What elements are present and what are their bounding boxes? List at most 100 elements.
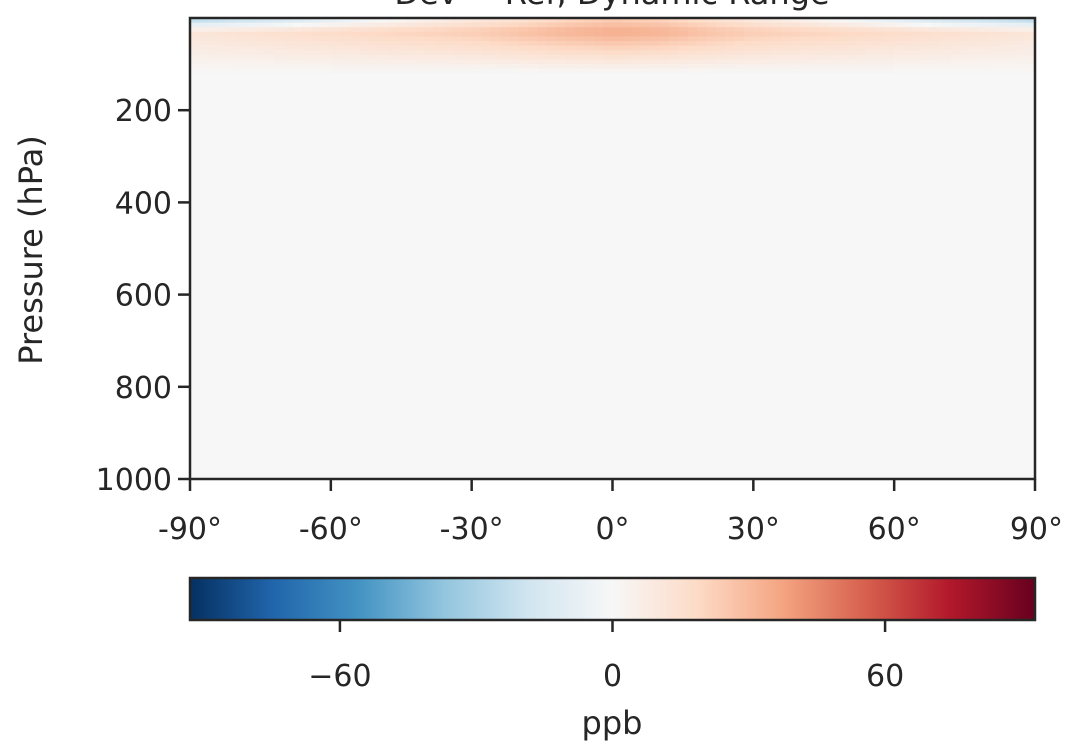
heatmap-cell	[208, 45, 219, 51]
heatmap-cell	[894, 248, 905, 254]
heatmap-cell	[312, 41, 323, 47]
heatmap-cell	[725, 262, 736, 268]
heatmap-cell	[734, 82, 745, 88]
heatmap-cell	[1006, 87, 1017, 93]
heatmap-cell	[819, 230, 830, 236]
heatmap-cell	[518, 59, 529, 65]
heatmap-cell	[912, 257, 923, 263]
heatmap-cell	[866, 119, 876, 125]
heatmap-cell	[490, 257, 501, 263]
heatmap-cell	[349, 211, 360, 217]
heatmap-cell	[415, 50, 426, 56]
heatmap-cell	[734, 207, 745, 213]
heatmap-cell	[574, 114, 585, 121]
heatmap-cell	[518, 225, 529, 231]
heatmap-cell	[1006, 234, 1017, 240]
heatmap-cell	[912, 77, 923, 84]
heatmap-cell	[208, 59, 219, 65]
heatmap-cell	[565, 211, 576, 217]
heatmap-cell	[734, 193, 745, 199]
heatmap-cell	[837, 128, 848, 134]
heatmap-cell	[743, 110, 754, 116]
heatmap-cell	[847, 142, 858, 148]
heatmap-cell	[621, 68, 632, 74]
heatmap-cell	[452, 225, 463, 231]
heatmap-cell	[462, 124, 473, 130]
heatmap-cell	[697, 266, 707, 273]
heatmap-cell	[330, 18, 341, 24]
heatmap-cell	[190, 211, 200, 217]
heatmap-cell	[368, 68, 379, 74]
heatmap-cell	[556, 179, 567, 185]
heatmap-cell	[912, 100, 923, 107]
heatmap-cell	[856, 216, 867, 222]
heatmap-cell	[368, 156, 379, 162]
heatmap-cell	[302, 211, 313, 217]
heatmap-cell	[377, 271, 388, 277]
heatmap-cell	[837, 82, 848, 88]
heatmap-cell	[678, 239, 689, 245]
heatmap-cell	[790, 27, 801, 33]
heatmap-cell	[312, 216, 323, 222]
heatmap-cell	[800, 50, 811, 56]
heatmap-cell	[659, 207, 670, 213]
heatmap-cell	[443, 147, 454, 153]
heatmap-cell	[866, 253, 876, 259]
heatmap-cell	[593, 230, 604, 236]
heatmap-cell	[190, 137, 200, 144]
heatmap-cell	[640, 262, 651, 268]
heatmap-cell	[509, 147, 520, 153]
heatmap-cell	[546, 59, 557, 65]
heatmap-cell	[856, 100, 867, 107]
heatmap-cell	[546, 133, 557, 139]
heatmap-cell	[434, 253, 445, 259]
heatmap-cell	[359, 207, 369, 213]
heatmap-cell	[819, 22, 830, 28]
heatmap-cell	[274, 179, 285, 185]
heatmap-cell	[941, 188, 952, 194]
heatmap-cell	[499, 50, 510, 56]
heatmap-cell	[912, 114, 923, 121]
heatmap-cell	[1016, 100, 1027, 107]
heatmap-cell	[978, 142, 989, 148]
heatmap-cell	[434, 183, 445, 190]
heatmap-cell	[997, 243, 1008, 250]
heatmap-cell	[509, 77, 520, 84]
heatmap-cell	[621, 248, 632, 254]
heatmap-cell	[556, 119, 567, 125]
heatmap-cell	[781, 170, 792, 176]
heatmap-cell	[640, 142, 651, 148]
heatmap-cell	[556, 87, 567, 93]
heatmap-cell	[781, 31, 792, 38]
heatmap-cell	[340, 211, 351, 217]
heatmap-cell	[199, 137, 210, 144]
heatmap-cell	[650, 220, 661, 227]
heatmap-cell	[988, 183, 999, 190]
heatmap-cell	[330, 220, 341, 227]
heatmap-cell	[912, 202, 923, 208]
heatmap-cell	[687, 216, 698, 222]
heatmap-cell	[762, 64, 773, 70]
heatmap-cell	[668, 91, 679, 97]
heatmap-cell	[283, 50, 294, 56]
heatmap-cell	[603, 156, 614, 162]
heatmap-cell	[556, 220, 567, 227]
heatmap-cell	[274, 22, 285, 28]
heatmap-cell	[396, 119, 407, 125]
heatmap-cell	[772, 64, 783, 70]
heatmap-cell	[490, 211, 501, 217]
heatmap-cell	[312, 170, 323, 176]
heatmap-cell	[359, 64, 369, 70]
heatmap-cell	[866, 50, 876, 56]
heatmap-cell	[283, 31, 294, 38]
heatmap-cell	[753, 96, 764, 102]
heatmap-cell	[405, 64, 416, 70]
heatmap-cell	[537, 183, 548, 190]
heatmap-cell	[875, 257, 886, 263]
heatmap-cell	[443, 266, 454, 273]
heatmap-cell	[321, 59, 332, 65]
heatmap-cell	[246, 151, 257, 157]
heatmap-cell	[1025, 165, 1035, 171]
heatmap-cell	[565, 87, 576, 93]
heatmap-cell	[903, 27, 914, 33]
